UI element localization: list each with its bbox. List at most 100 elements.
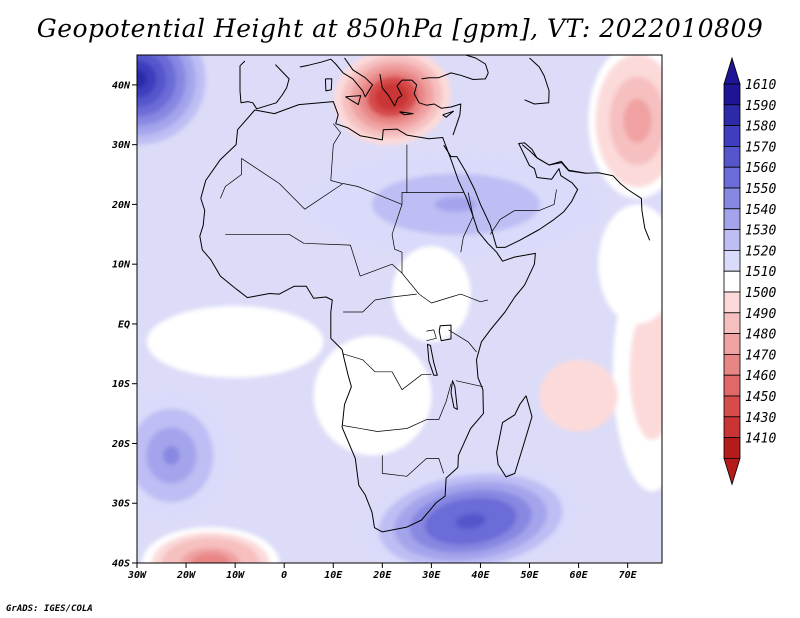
lon-tick-label: 10W: [226, 570, 245, 581]
field-band: [455, 513, 486, 530]
lon-tick-label: 20E: [372, 570, 392, 581]
coastline: [421, 72, 489, 80]
colorbar-swatch: [723, 437, 741, 459]
colorbar-swatch: [723, 416, 741, 438]
colorbar-label: 1550: [745, 182, 776, 197]
colorbar-swatch: [723, 187, 741, 210]
field-band: [383, 89, 401, 104]
lake-outline: [450, 380, 458, 410]
colorbar-label: 1530: [745, 224, 776, 239]
credit-label: GrADS: IGES/COLA: [6, 604, 93, 614]
field-band: [434, 196, 477, 213]
lon-tick-label: 0: [281, 570, 287, 581]
colorbar-swatch: [723, 333, 741, 355]
country-border: [342, 353, 432, 391]
lake-outline: [427, 343, 438, 376]
country-border: [330, 123, 343, 184]
field-feature-mediterranean-low: [333, 55, 451, 146]
coastline: [239, 60, 246, 91]
colorbar-label: 1500: [745, 286, 776, 301]
lake-outline: [438, 324, 452, 342]
country-border: [455, 380, 483, 388]
colorbar-label: 1610: [745, 78, 776, 93]
country-border: [391, 204, 403, 274]
country-border: [241, 144, 408, 210]
lat-tick-label: 20N: [111, 200, 131, 211]
field-band: [162, 446, 180, 465]
country-border: [343, 293, 417, 313]
colorbar-label: 1410: [745, 432, 776, 447]
country-border: [343, 383, 452, 432]
coastline: [299, 57, 373, 98]
lon-tick-label: 10E: [324, 570, 343, 581]
field-feature-north-african-ridge: [308, 150, 604, 259]
lat-tick-label: 40N: [112, 80, 131, 91]
colorbar-label: 1590: [745, 99, 776, 114]
colorbar-bottom-arrow: [723, 457, 741, 486]
coastline: [399, 111, 414, 116]
field-band: [646, 354, 658, 389]
colorbar-swatch: [723, 353, 741, 376]
field-patch: [598, 204, 662, 324]
colorbar-label: 1430: [745, 411, 776, 426]
country-border: [426, 329, 437, 342]
coastline: [465, 55, 489, 74]
country-border: [448, 329, 477, 353]
lon-tick-label: 60E: [570, 570, 589, 581]
colorbar-swatch: [723, 104, 741, 127]
coastline: [442, 110, 454, 118]
country-border: [220, 158, 242, 199]
country-border: [225, 233, 488, 304]
colorbar-swatch: [723, 208, 741, 231]
country-border: [460, 192, 474, 253]
lat-tick-label: 40S: [112, 559, 130, 570]
lat-tick-label: 10S: [112, 379, 130, 390]
lon-tick-label: 40E: [471, 570, 490, 581]
colorbar-label: 1510: [745, 265, 776, 280]
lon-tick-label: 20W: [176, 570, 196, 581]
field-feature-southwest-trough: [141, 527, 280, 563]
colorbar-swatch: [723, 125, 741, 147]
field-feature-south-atlantic-high: [137, 389, 231, 522]
field-patch: [146, 306, 324, 378]
lon-tick-label: 70E: [619, 570, 638, 581]
colorbar-swatch: [723, 374, 741, 397]
coastline: [345, 95, 362, 106]
height-field: [137, 55, 662, 563]
field-feature-iran-low: [588, 55, 662, 199]
colorbar-swatch: [723, 395, 741, 418]
colorbar-label: 1460: [745, 369, 776, 384]
field-feature-south-african-high: [363, 465, 578, 563]
colorbar-swatch: [723, 312, 741, 334]
colorbar-swatch: [723, 249, 741, 272]
map-frame: [136, 54, 663, 564]
coastline: [199, 101, 536, 533]
chart-title: Geopotential Height at 850hPa [gpm], VT:…: [36, 14, 764, 43]
coastline: [379, 74, 462, 136]
lat-tick-label: 30S: [111, 499, 130, 510]
colorbar-label: 1540: [745, 203, 776, 218]
colorbar-swatch: [723, 229, 741, 251]
colorbar-swatch: [723, 270, 741, 293]
coastline: [239, 64, 290, 110]
country-border: [381, 455, 445, 477]
coastline: [496, 395, 533, 478]
coastline: [324, 78, 333, 92]
colorbar-swatch: [723, 145, 741, 168]
colorbar-label: 1480: [745, 328, 776, 343]
colorbar: 1610 1590 1580 1570 1560 1550 1540 1530 1520 1510…: [723, 56, 776, 486]
colorbar-top-arrow: [723, 56, 741, 85]
field-band: [630, 109, 645, 132]
lat-tick-label: 20S: [111, 439, 130, 450]
colorbar-swatch: [723, 83, 741, 106]
colorbar-label: 1470: [745, 348, 776, 363]
lat-tick-label: EQ: [118, 319, 130, 330]
coastline: [443, 142, 586, 248]
coastline: [524, 57, 550, 105]
coastline: [521, 144, 651, 241]
country-border: [490, 189, 557, 235]
field-band: [137, 55, 167, 108]
field-patch: [539, 359, 618, 432]
field-band: [200, 557, 221, 563]
